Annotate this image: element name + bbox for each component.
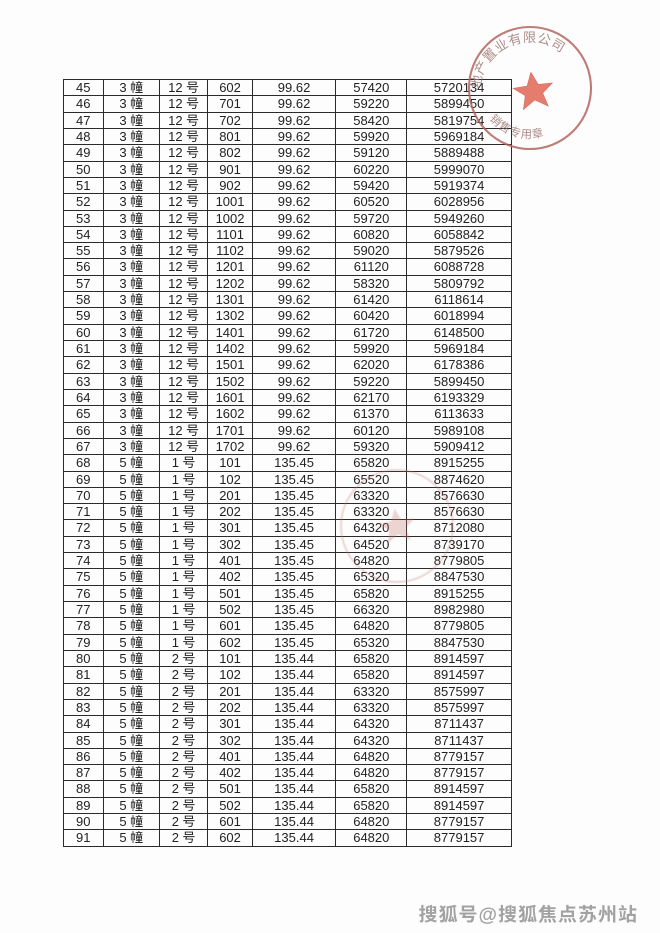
svg-text:地产置业有限公司: 地产置业有限公司 [468,30,568,90]
svg-text:销售专用章: 销售专用章 [487,111,545,141]
